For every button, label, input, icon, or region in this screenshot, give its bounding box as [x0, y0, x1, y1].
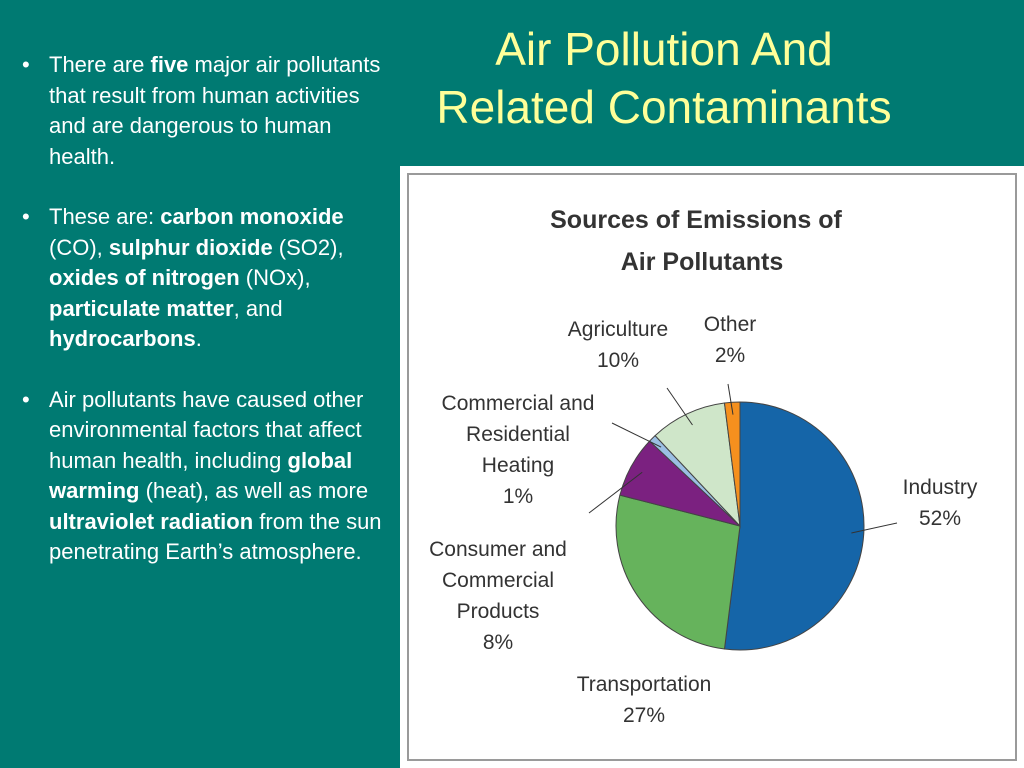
bullet-text: These are:	[49, 204, 161, 229]
bullet-text: from the sun penetrating Earth’s atmosph…	[49, 508, 382, 565]
slide-title: Air Pollution And Related Contaminants	[334, 20, 994, 136]
pie-chart: Sources of Emissions of Air Pollutants I…	[407, 173, 1017, 761]
slice-label-other: Other	[704, 313, 757, 336]
bullet-bold: sulphur dioxide	[108, 234, 273, 260]
bullet-bold: five	[150, 52, 189, 77]
bullet-marker: •	[22, 204, 30, 229]
leader-line-commercial-heating	[611, 422, 662, 448]
leader-line-other	[727, 383, 734, 415]
pie-slice-other	[723, 401, 741, 527]
bullet-bold: particulate matter	[49, 295, 234, 321]
slice-label-commercial-heating: Commercial and	[442, 392, 595, 415]
slice-label-consumer-products: Products	[457, 600, 540, 623]
slice-value-commercial-heating: 1%	[503, 485, 533, 508]
bullet-bold: global warming	[49, 447, 353, 504]
chart-title-line-2: Air Pollutants	[621, 248, 784, 276]
bullet-item: • There are five major air pollutants th…	[22, 50, 384, 172]
bullet-marker: •	[22, 52, 30, 77]
slice-label-transportation: Transportation	[577, 673, 712, 696]
slice-label-industry: Industry	[903, 476, 978, 499]
bullet-bold: carbon monoxide	[160, 204, 344, 229]
pie-slice-transportation	[615, 494, 741, 650]
slice-label-agriculture: Agriculture	[568, 318, 668, 341]
leader-lines	[588, 383, 898, 534]
bullet-text: (NOx),	[239, 265, 311, 290]
chart-title-line-1: Sources of Emissions of	[550, 206, 842, 234]
slice-label-commercial-heating: Heating	[482, 454, 554, 477]
bullet-text: major air pollutants that result from hu…	[49, 52, 381, 169]
bullet-text: (CO),	[49, 234, 109, 260]
bullet-marker: •	[22, 386, 30, 412]
slice-value-industry: 52%	[919, 507, 961, 530]
slice-value-other: 2%	[715, 344, 745, 367]
bullet-text: (heat), as well as more	[139, 478, 369, 503]
bullet-item: • These are: carbon monoxide (CO), sulph…	[22, 202, 384, 355]
leader-line-industry	[851, 522, 898, 534]
slice-value-agriculture: 10%	[597, 349, 639, 372]
slice-value-consumer-products: 8%	[483, 631, 513, 654]
bullet-list: • There are five major air pollutants th…	[22, 50, 384, 598]
chart-panel: Sources of Emissions of Air Pollutants I…	[400, 166, 1024, 768]
bullet-text: .	[195, 326, 202, 351]
bullet-text: , and	[233, 295, 283, 321]
slice-label-consumer-products: Commercial	[442, 569, 554, 592]
bullet-text: Air pollutants have caused other environ…	[49, 386, 364, 473]
bullet-bold: ultraviolet radiation	[49, 508, 254, 534]
slice-label-commercial-heating: Residential	[466, 423, 570, 446]
title-line-1: Air Pollution And	[495, 23, 833, 75]
pie-slices	[615, 401, 865, 651]
bullet-item: • Air pollutants have caused other envir…	[22, 385, 384, 568]
title-line-2: Related Contaminants	[436, 81, 892, 133]
leader-line-agriculture	[666, 387, 693, 426]
bullet-bold: hydrocarbons	[49, 326, 196, 351]
bullet-bold: oxides of nitrogen	[49, 265, 240, 290]
bullet-text: There are	[49, 52, 151, 77]
chart-border	[407, 173, 1017, 761]
slice-value-transportation: 27%	[623, 704, 665, 727]
slice-label-consumer-products: Consumer and	[429, 538, 567, 561]
leader-line-consumer-products	[588, 471, 643, 514]
slice-labels: Industry 52% Transportation 27% Consumer and…	[429, 313, 978, 727]
pie-slice-industry	[723, 401, 865, 651]
bullet-text: (SO2),	[272, 234, 344, 260]
pie-slice-agriculture	[654, 402, 741, 528]
